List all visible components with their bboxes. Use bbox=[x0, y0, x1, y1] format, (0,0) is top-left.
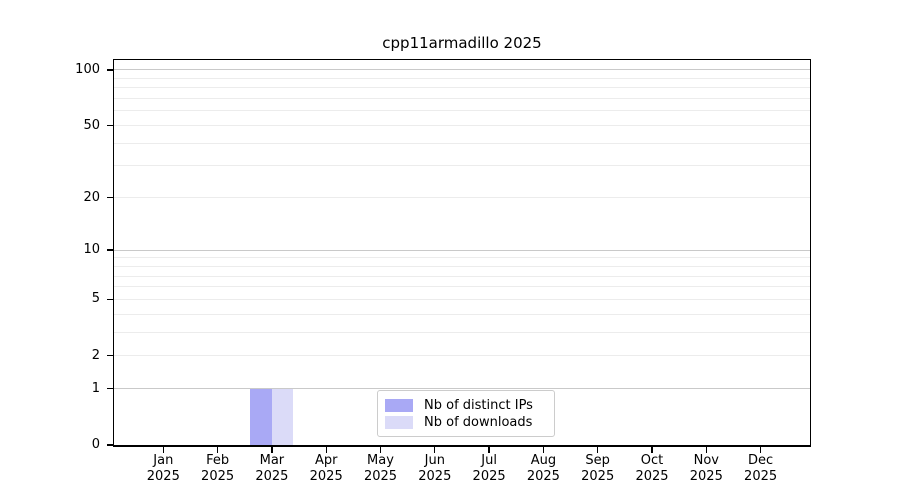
y-tick-mark bbox=[106, 69, 113, 71]
x-tick-label: Feb 2025 bbox=[201, 453, 235, 484]
minor-gridline bbox=[114, 331, 810, 333]
x-tick-mark bbox=[379, 446, 382, 453]
major-gridline bbox=[114, 69, 810, 71]
legend-swatch-downloads bbox=[385, 416, 413, 429]
minor-gridline bbox=[114, 165, 810, 167]
minor-gridline bbox=[114, 77, 810, 79]
y-tick-mark bbox=[106, 196, 113, 199]
x-tick-label: Nov 2025 bbox=[689, 453, 723, 484]
minor-gridline bbox=[114, 87, 810, 89]
left-spine bbox=[112, 59, 114, 446]
x-tick-mark bbox=[705, 446, 707, 453]
y-tick-mark bbox=[106, 444, 113, 446]
x-tick-label: Apr 2025 bbox=[309, 453, 343, 484]
y-tick-label: 2 bbox=[91, 347, 100, 363]
legend-label: Nb of downloads bbox=[424, 415, 533, 430]
x-tick-mark bbox=[651, 446, 653, 453]
x-tick-mark bbox=[597, 446, 599, 453]
chart-title: cpp11armadillo 2025 bbox=[382, 34, 542, 52]
minor-gridline bbox=[114, 286, 810, 288]
legend: Nb of distinct IPs Nb of downloads bbox=[377, 390, 555, 437]
y-tick-mark bbox=[106, 249, 113, 251]
x-tick-label: Mar 2025 bbox=[255, 453, 289, 484]
x-tick-mark bbox=[216, 446, 219, 453]
x-tick-label: Jun 2025 bbox=[418, 453, 452, 484]
x-tick-mark bbox=[325, 446, 327, 453]
minor-gridline bbox=[114, 197, 810, 199]
x-tick-mark bbox=[434, 446, 436, 453]
y-tick-mark bbox=[106, 124, 113, 127]
x-tick-mark bbox=[271, 446, 273, 453]
x-tick-label: Jul 2025 bbox=[472, 453, 506, 484]
y-tick-label: 0 bbox=[91, 437, 100, 452]
bar-downloads bbox=[271, 388, 294, 445]
bar-distinct-ips bbox=[250, 388, 272, 445]
y-tick-label: 10 bbox=[83, 242, 100, 258]
x-tick-label: Sep 2025 bbox=[581, 453, 615, 484]
minor-gridline bbox=[114, 355, 810, 357]
bottom-spine bbox=[113, 445, 811, 447]
minor-gridline bbox=[114, 275, 810, 277]
legend-row: Nb of downloads bbox=[385, 414, 546, 431]
y-tick-label: 100 bbox=[75, 61, 100, 77]
legend-label: Nb of distinct IPs bbox=[424, 398, 533, 413]
right-spine bbox=[810, 59, 812, 446]
y-tick-label: 1 bbox=[91, 380, 100, 396]
y-tick-mark bbox=[106, 387, 113, 390]
major-gridline bbox=[114, 388, 810, 390]
y-tick-label: 50 bbox=[83, 117, 100, 133]
x-tick-mark bbox=[542, 446, 545, 453]
x-tick-mark bbox=[488, 446, 490, 453]
x-tick-label: Oct 2025 bbox=[635, 453, 669, 484]
minor-gridline bbox=[114, 142, 810, 144]
minor-gridline bbox=[114, 313, 810, 315]
legend-row: Nb of distinct IPs bbox=[385, 397, 546, 414]
x-tick-mark bbox=[759, 446, 762, 453]
y-tick-mark bbox=[106, 298, 113, 301]
x-tick-label: Dec 2025 bbox=[744, 453, 778, 484]
y-tick-mark bbox=[106, 355, 113, 357]
y-tick-label: 20 bbox=[83, 189, 100, 205]
minor-gridline bbox=[114, 98, 810, 100]
top-spine bbox=[113, 58, 811, 60]
minor-gridline bbox=[114, 298, 810, 300]
x-tick-mark bbox=[162, 446, 164, 453]
minor-gridline bbox=[114, 265, 810, 267]
legend-swatch-distinct-ips bbox=[385, 399, 413, 412]
minor-gridline bbox=[114, 110, 810, 112]
x-tick-label: Aug 2025 bbox=[526, 453, 560, 484]
minor-gridline bbox=[114, 257, 810, 259]
x-tick-label: Jan 2025 bbox=[146, 453, 180, 484]
y-tick-label: 5 bbox=[91, 291, 100, 307]
x-tick-label: May 2025 bbox=[363, 453, 398, 484]
major-gridline bbox=[114, 249, 810, 251]
minor-gridline bbox=[114, 125, 810, 126]
